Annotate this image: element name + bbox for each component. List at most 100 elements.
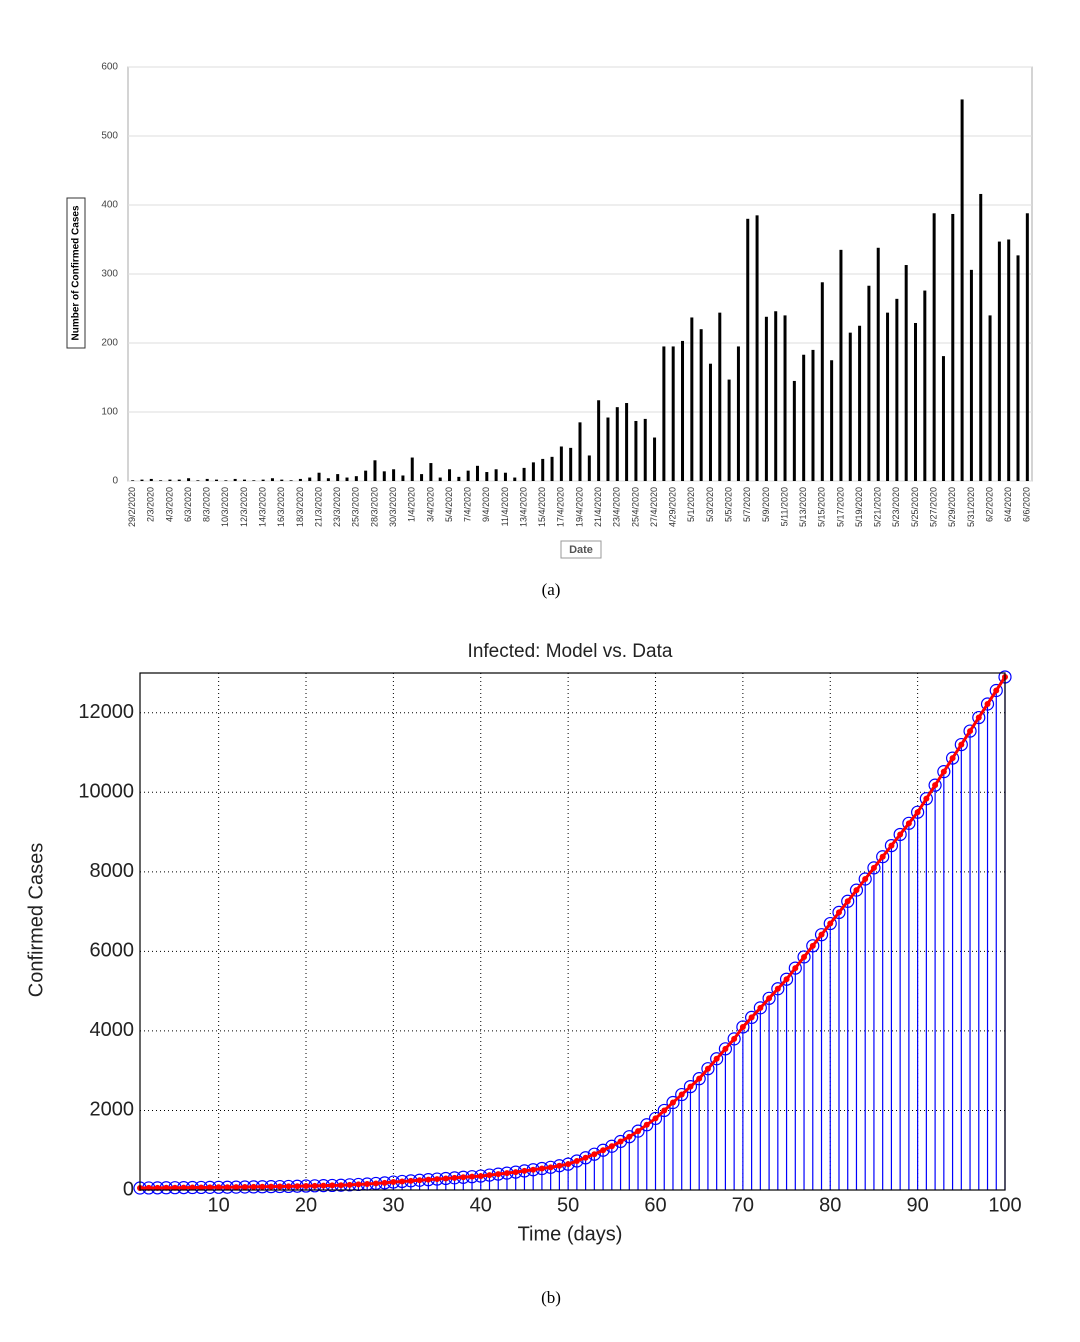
x-tick-label: 9/4/2020 (481, 487, 491, 522)
model-point (285, 1183, 292, 1190)
bar (848, 332, 852, 481)
y-tick-label: 2000 (90, 1099, 135, 1121)
bar (653, 437, 657, 481)
model-point (163, 1184, 170, 1191)
stem-marker (972, 710, 986, 725)
model-point (381, 1179, 388, 1186)
stem-marker (937, 765, 951, 779)
model-point (818, 931, 825, 938)
bar (625, 403, 629, 481)
bar (177, 479, 181, 481)
model-point (416, 1177, 423, 1184)
bar (522, 467, 526, 481)
bar (140, 479, 144, 481)
stem-marker (980, 697, 995, 711)
model-point (320, 1182, 327, 1189)
bar (205, 478, 209, 481)
model-point (556, 1162, 563, 1169)
x-tick-label: 4/3/2020 (164, 487, 174, 522)
bar (960, 99, 964, 482)
bar (997, 241, 1001, 481)
y-tick-label: 8000 (90, 860, 135, 882)
x-tick-label: 5/17/2020 (835, 487, 845, 527)
bar (531, 462, 535, 481)
y-tick-label: 0 (112, 476, 118, 487)
model-point (346, 1181, 353, 1188)
bar (168, 479, 172, 481)
xlabel-box (560, 540, 602, 559)
model-point (967, 728, 974, 735)
stem-marker (911, 805, 925, 819)
stem-marker (596, 1143, 610, 1157)
bar (979, 193, 983, 481)
model-point (591, 1151, 598, 1158)
x-tick-label: 18/3/2020 (295, 487, 305, 527)
x-tick-label: 5/13/2020 (798, 487, 808, 527)
x-tick-label: 12/3/2020 (239, 487, 249, 527)
bar (485, 472, 489, 481)
bar (690, 317, 694, 481)
bar (578, 422, 582, 481)
bar (988, 315, 992, 481)
model-point (547, 1164, 554, 1171)
model-point (171, 1184, 178, 1191)
x-tick-label: 5/7/2020 (742, 487, 752, 522)
model-point (503, 1170, 510, 1177)
model-point (661, 1107, 668, 1114)
model-point (792, 965, 799, 972)
y-axis-label: Number of Confirmed Cases (71, 205, 82, 340)
x-tick-label: 100 (988, 1194, 1021, 1216)
model-point (722, 1045, 729, 1052)
model-point (215, 1184, 222, 1191)
model-point (233, 1184, 240, 1191)
y-tick-label: 200 (101, 338, 118, 349)
stem-marker (570, 1154, 584, 1168)
model-point (495, 1171, 502, 1178)
x-axis-label: Time (days) (518, 1223, 623, 1245)
x-tick-label: 28/3/2020 (369, 487, 379, 527)
bar (820, 282, 824, 481)
bar (559, 446, 563, 481)
model-point (364, 1181, 371, 1188)
bar (494, 469, 498, 481)
model-point (949, 755, 956, 762)
bar (708, 363, 712, 481)
model-line (139, 676, 1007, 1190)
model-point (608, 1143, 615, 1150)
stem-marker (718, 1042, 733, 1056)
model-point (713, 1055, 720, 1062)
bar (811, 349, 815, 481)
stem-marker (814, 928, 829, 942)
bar (718, 312, 722, 481)
model-point (827, 920, 834, 927)
model-point (311, 1182, 318, 1189)
x-tick-label: 5/11/2020 (779, 487, 789, 526)
bar (1025, 213, 1029, 481)
stem-marker (675, 1087, 689, 1102)
model-point (486, 1172, 493, 1179)
stem-marker (710, 1052, 724, 1066)
caption: (b) (541, 1288, 561, 1307)
x-tick-label: 7/4/2020 (463, 487, 473, 522)
model-point (783, 976, 790, 983)
x-tick-label: 5/31/2020 (966, 487, 976, 527)
bar (429, 463, 433, 481)
bar (1016, 255, 1020, 481)
bar (270, 478, 274, 481)
y-tick-label: 10000 (78, 781, 134, 803)
x-tick-label: 70 (732, 1194, 754, 1216)
model-point (844, 898, 851, 905)
model-point (669, 1099, 676, 1106)
x-tick-label: 5/3/2020 (705, 487, 715, 522)
stem-marker (745, 1010, 759, 1025)
bar (196, 480, 200, 481)
bar (550, 456, 554, 481)
model-point (425, 1176, 432, 1183)
caption: (a) (542, 580, 561, 599)
bar (131, 480, 135, 481)
bar (923, 290, 927, 481)
y-tick-label: 4000 (90, 1019, 135, 1041)
x-tick-label: 4/29/2020 (668, 487, 678, 527)
model-point (372, 1180, 379, 1187)
y-tick-label: 500 (101, 131, 118, 142)
